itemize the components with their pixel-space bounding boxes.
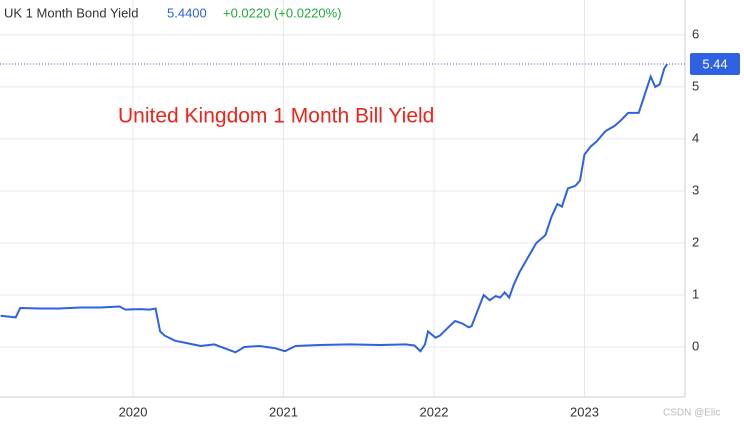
y-tick-label: 6 (692, 26, 699, 41)
y-tick-label: 4 (692, 130, 699, 145)
x-tick-label: 2023 (570, 404, 599, 419)
annotation: United Kingdom 1 Month Bill Yield (118, 105, 434, 128)
x-tick-label: 2021 (269, 404, 298, 419)
x-tick-label: 2022 (420, 404, 449, 419)
y-tick-label: 2 (692, 234, 699, 249)
last-value-label: 5.44 (702, 56, 727, 71)
y-tick-label: 0 (692, 338, 699, 353)
x-tick-label: 2020 (119, 404, 148, 419)
y-tick-label: 5 (692, 78, 699, 93)
change: +0.0220 (+0.0220%) (223, 5, 342, 20)
line-series (0, 63, 669, 354)
y-tick-label: 3 (692, 182, 699, 197)
chart-title: UK 1 Month Bond Yield (4, 5, 138, 20)
y-tick-label: 1 (692, 286, 699, 301)
watermark: CSDN @Elic (663, 408, 720, 419)
last-value-box (690, 52, 740, 75)
price: 5.4400 (167, 5, 207, 20)
